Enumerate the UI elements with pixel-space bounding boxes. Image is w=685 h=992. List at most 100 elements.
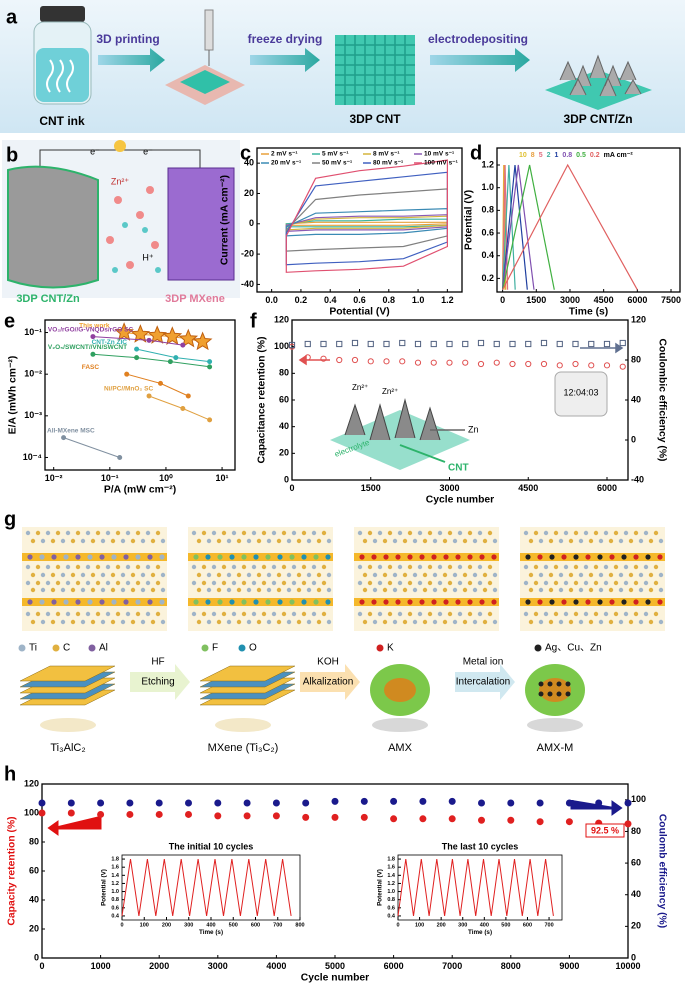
atom xyxy=(437,530,443,536)
marker xyxy=(448,797,456,805)
atom xyxy=(289,599,295,605)
atom xyxy=(538,587,544,593)
atom xyxy=(291,530,297,536)
marker xyxy=(146,337,152,343)
atom xyxy=(306,619,312,625)
axis-arrow xyxy=(580,342,624,354)
y-tick-label: 0.4 xyxy=(387,913,396,919)
marker xyxy=(430,340,437,348)
process-arrow xyxy=(130,664,190,700)
atom xyxy=(291,564,297,570)
atom xyxy=(75,611,81,617)
legend-label: Al xyxy=(99,643,108,654)
atom xyxy=(110,572,116,578)
atom xyxy=(60,538,66,544)
x-tick-label: 5000 xyxy=(325,961,345,971)
atom xyxy=(561,599,567,605)
atom xyxy=(326,587,332,593)
atom xyxy=(628,572,634,578)
atom xyxy=(306,587,312,593)
atom xyxy=(125,530,131,536)
y-tick-label: 10⁻⁴ xyxy=(23,452,42,462)
atom xyxy=(321,530,327,536)
legend-label: Ag、Cu、Zn xyxy=(545,643,602,654)
legend-swatch xyxy=(88,644,96,652)
amx-core xyxy=(384,678,416,702)
atom xyxy=(286,619,292,625)
atom xyxy=(276,538,282,544)
atom xyxy=(658,587,664,593)
marker xyxy=(448,815,456,823)
panel-label: h xyxy=(4,763,16,785)
atom xyxy=(563,530,569,536)
atom xyxy=(100,587,106,593)
atom xyxy=(65,580,71,586)
atom xyxy=(472,572,478,578)
atom xyxy=(51,554,57,560)
y2-tick-label: 0 xyxy=(631,434,636,444)
atom xyxy=(561,554,567,560)
marker xyxy=(419,797,427,805)
series-line xyxy=(285,159,448,273)
x-tick-label: 7500 xyxy=(661,295,681,305)
atom xyxy=(135,580,141,586)
atom xyxy=(296,619,302,625)
y-axis-label: Current (mA cm⁻²) xyxy=(220,175,231,265)
atom xyxy=(407,530,413,536)
series-label: VO₂/rGO//G-VNQDs/rGO SC xyxy=(48,326,134,333)
atom xyxy=(392,572,398,578)
atom xyxy=(111,554,117,560)
atom xyxy=(588,572,594,578)
atom xyxy=(568,538,574,544)
atom xyxy=(442,572,448,578)
atom xyxy=(583,611,589,617)
atom xyxy=(75,564,81,570)
atom xyxy=(160,587,166,593)
atom xyxy=(432,619,438,625)
marker xyxy=(147,325,168,344)
marker xyxy=(185,393,191,399)
atom xyxy=(217,554,223,560)
lattice-band xyxy=(354,553,499,561)
atom xyxy=(130,619,136,625)
y2-tick-label: 40 xyxy=(631,394,641,404)
atom xyxy=(407,580,413,586)
y2-axis-label: Coulombic efficiency (%) xyxy=(656,339,667,462)
legend-swatch xyxy=(18,644,26,652)
atom xyxy=(35,580,41,586)
atom xyxy=(653,564,659,570)
atom xyxy=(105,580,111,586)
process-label: Etching xyxy=(141,677,174,688)
marker xyxy=(117,454,123,460)
atom xyxy=(27,599,33,605)
marker xyxy=(272,799,280,807)
y-tick-label: 60 xyxy=(29,865,39,875)
atom xyxy=(383,554,389,560)
legend-label: 0.2 xyxy=(590,152,600,159)
atom xyxy=(482,572,488,578)
marker xyxy=(155,810,163,818)
atom xyxy=(491,554,497,560)
x-tick-label: 1.2 xyxy=(441,295,454,305)
atom xyxy=(548,572,554,578)
lattice-band xyxy=(520,553,665,561)
atom xyxy=(39,554,45,560)
atom xyxy=(193,554,199,560)
plot-frame xyxy=(44,319,236,471)
y-tick-label: 1.8 xyxy=(387,857,395,863)
atom xyxy=(80,587,86,593)
atom xyxy=(140,587,146,593)
atom xyxy=(326,572,332,578)
atom xyxy=(226,587,232,593)
atom xyxy=(447,611,453,617)
atom xyxy=(618,538,624,544)
marker xyxy=(185,799,192,807)
atom xyxy=(585,599,591,605)
annotation-box xyxy=(585,823,625,838)
y-tick-label: -40 xyxy=(241,279,254,289)
atom xyxy=(437,580,443,586)
atom xyxy=(412,587,418,593)
cnt-zn-electrode xyxy=(7,165,99,289)
atom xyxy=(130,572,136,578)
atom xyxy=(286,538,292,544)
